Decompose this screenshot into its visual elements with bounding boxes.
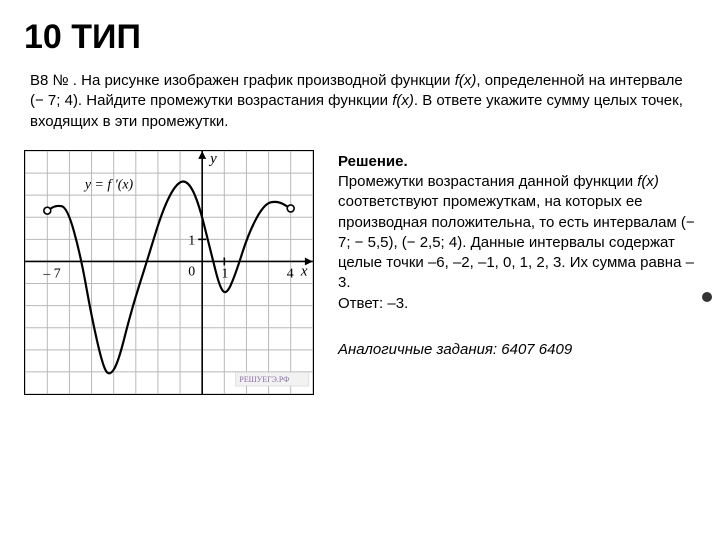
content-row: y x 0 1 1 – 7 4 y = f ′(x) РЕШУЕГЭ.РФ Решение. П… [24,150,696,400]
solution-fx: f(x) [637,173,659,190]
svg-text:1: 1 [188,233,195,248]
problem-statement: B8 № . На рисунке изображен график произ… [30,71,696,132]
problem-fx-2: f(x) [392,92,414,109]
solution-block: Решение. Промежутки возрастания данной ф… [338,150,696,360]
svg-text:1: 1 [221,266,228,281]
svg-text:x: x [300,263,308,279]
slide-bullet-icon [702,292,712,302]
chart-container: y x 0 1 1 – 7 4 y = f ′(x) РЕШУЕГЭ.РФ [24,150,314,400]
svg-text:0: 0 [188,264,195,279]
similar-tasks: Аналогичные задания: 6407 6409 [338,340,696,360]
problem-text-1: На рисунке изображен график производной … [81,72,455,89]
solution-text-2: соответствуют промежуткам, на которых ее… [338,193,695,291]
page-title: 10 ТИП [24,18,696,57]
svg-text:4: 4 [287,266,294,281]
solution-heading: Решение. [338,153,408,170]
svg-text:y = f ′(x): y = f ′(x) [83,177,134,192]
derivative-chart: y x 0 1 1 – 7 4 y = f ′(x) РЕШУЕГЭ.РФ [24,150,314,395]
solution-answer: Ответ: –3. [338,295,408,312]
solution-text-1: Промежутки возрастания данной функции [338,173,637,190]
problem-fx-1: f(x) [455,72,477,89]
svg-text:– 7: – 7 [42,266,60,281]
svg-text:y: y [208,151,217,167]
svg-text:РЕШУЕГЭ.РФ: РЕШУЕГЭ.РФ [239,375,289,384]
problem-prefix: B8 № . [30,72,81,89]
